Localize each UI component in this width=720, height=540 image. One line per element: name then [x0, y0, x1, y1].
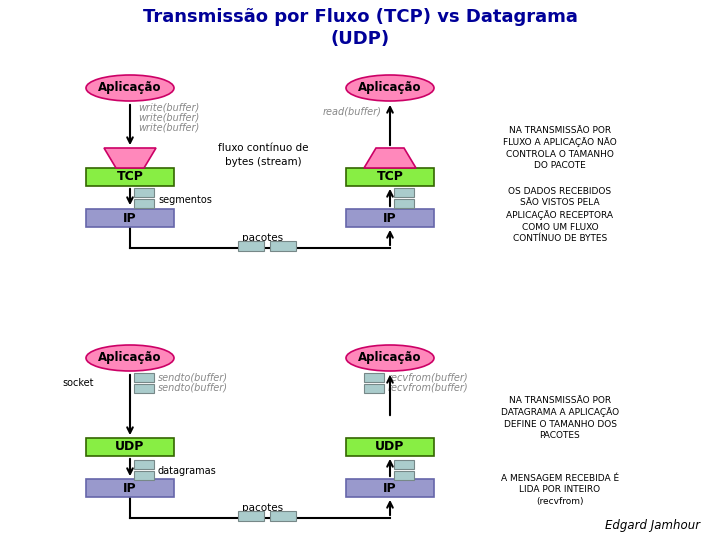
- Text: write(buffer): write(buffer): [138, 123, 199, 133]
- Text: NA TRANSMISSÃO POR
FLUXO A APLICAÇÃO NÃO
CONTROLA O TAMANHO
DO PACOTE: NA TRANSMISSÃO POR FLUXO A APLICAÇÃO NÃO…: [503, 126, 617, 170]
- Text: write(buffer): write(buffer): [138, 113, 199, 123]
- Bar: [346, 168, 434, 186]
- Text: TCP: TCP: [117, 171, 143, 184]
- Bar: [238, 511, 264, 521]
- Text: sendto(buffer): sendto(buffer): [158, 372, 228, 382]
- Text: socket: socket: [62, 378, 94, 388]
- Text: recvfrom(buffer): recvfrom(buffer): [388, 383, 469, 393]
- Text: UDP: UDP: [375, 441, 405, 454]
- Bar: [134, 384, 154, 393]
- Bar: [238, 241, 264, 251]
- Text: Aplicação: Aplicação: [359, 352, 422, 365]
- Text: Edgard Jamhour: Edgard Jamhour: [605, 519, 700, 532]
- Bar: [364, 373, 384, 382]
- Text: IP: IP: [383, 482, 397, 495]
- Polygon shape: [104, 148, 156, 168]
- Text: TCP: TCP: [377, 171, 403, 184]
- Ellipse shape: [86, 345, 174, 371]
- Bar: [86, 209, 174, 227]
- Bar: [394, 471, 414, 480]
- Text: pacotes: pacotes: [243, 233, 284, 243]
- Bar: [134, 199, 154, 208]
- Bar: [134, 373, 154, 382]
- Text: datagramas: datagramas: [158, 466, 217, 476]
- Text: Aplicação: Aplicação: [98, 82, 162, 94]
- Text: IP: IP: [123, 482, 137, 495]
- Bar: [394, 188, 414, 197]
- Text: sendto(buffer): sendto(buffer): [158, 383, 228, 393]
- Text: fluxo contínuo de
bytes (stream): fluxo contínuo de bytes (stream): [217, 144, 308, 167]
- Bar: [86, 479, 174, 497]
- Text: write(buffer): write(buffer): [138, 103, 199, 113]
- Text: UDP: UDP: [115, 441, 145, 454]
- Bar: [134, 471, 154, 480]
- Bar: [394, 199, 414, 208]
- Bar: [394, 460, 414, 469]
- Bar: [346, 479, 434, 497]
- Ellipse shape: [346, 345, 434, 371]
- Bar: [346, 438, 434, 456]
- Bar: [86, 438, 174, 456]
- Bar: [270, 241, 296, 251]
- Text: Aplicação: Aplicação: [98, 352, 162, 365]
- Text: A MENSAGEM RECEBIDA É
LIDA POR INTEIRO
(recvfrom): A MENSAGEM RECEBIDA É LIDA POR INTEIRO (…: [501, 474, 619, 506]
- Polygon shape: [364, 148, 416, 168]
- Bar: [364, 384, 384, 393]
- Text: Transmissão por Fluxo (TCP) vs Datagrama
(UDP): Transmissão por Fluxo (TCP) vs Datagrama…: [143, 8, 577, 48]
- Text: segmentos: segmentos: [158, 195, 212, 205]
- Text: recvfrom(buffer): recvfrom(buffer): [388, 372, 469, 382]
- Text: pacotes: pacotes: [243, 503, 284, 513]
- Bar: [270, 511, 296, 521]
- Bar: [134, 460, 154, 469]
- Text: NA TRANSMISSÃO POR
DATAGRAMA A APLICAÇÃO
DEFINE O TAMANHO DOS
PACOTES: NA TRANSMISSÃO POR DATAGRAMA A APLICAÇÃO…: [501, 396, 619, 440]
- Text: Aplicação: Aplicação: [359, 82, 422, 94]
- Text: read(buffer): read(buffer): [323, 107, 382, 117]
- Bar: [134, 188, 154, 197]
- Text: IP: IP: [383, 212, 397, 225]
- Bar: [346, 209, 434, 227]
- Ellipse shape: [346, 75, 434, 101]
- Ellipse shape: [86, 75, 174, 101]
- Text: OS DADOS RECEBIDOS
SÃO VISTOS PELA
APLICAÇÃO RECEPTORA
COMO UM FLUXO
CONTÍNUO DE: OS DADOS RECEBIDOS SÃO VISTOS PELA APLIC…: [506, 187, 613, 243]
- Bar: [86, 168, 174, 186]
- Text: IP: IP: [123, 212, 137, 225]
